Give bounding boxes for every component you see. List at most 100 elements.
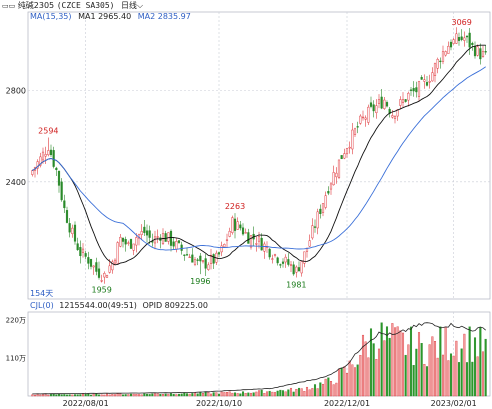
volume-bar — [52, 393, 55, 397]
date-tick-label: 2022/08/01 — [63, 399, 109, 408]
candle-body — [167, 232, 170, 242]
candle-body — [193, 259, 197, 265]
volume-bar — [233, 392, 237, 397]
volume-bar — [132, 393, 135, 397]
candle-body — [185, 254, 189, 256]
indicator-label[interactable]: CJL(0) — [30, 301, 54, 310]
ma-params-label[interactable]: MA(15,35) — [30, 12, 72, 21]
candle-body — [172, 241, 175, 247]
volume-bar — [401, 332, 405, 397]
candle-body — [79, 247, 82, 257]
volume-bar — [441, 354, 445, 397]
date-tick-label: 2022/10/10 — [196, 399, 242, 408]
volume-bar — [113, 394, 117, 397]
volume-bar — [444, 326, 447, 397]
candle-body — [119, 236, 122, 247]
candle-body — [431, 72, 434, 82]
candle-body — [316, 211, 319, 229]
volume-bar — [385, 326, 389, 397]
extreme-label: 2594 — [38, 127, 58, 136]
ma-line-ma2 — [32, 66, 486, 251]
candle-body — [281, 261, 285, 264]
symbol-suffix: (CZCE SA305) — [56, 1, 115, 10]
ma-legend: MA(15,35) MA1 2965.40 MA2 2835.97 — [30, 12, 191, 22]
candle-body — [212, 254, 215, 264]
volume-bar — [324, 378, 327, 397]
volume-bar — [209, 393, 213, 397]
volume-bar — [57, 394, 61, 397]
volume-bar — [399, 330, 402, 397]
volume-bar — [409, 326, 413, 397]
candle-body — [92, 265, 95, 268]
candle-body — [217, 252, 221, 255]
candle-body — [73, 224, 77, 242]
candle-body — [49, 149, 53, 156]
opid-polyline — [32, 322, 486, 395]
volume-bar — [263, 393, 266, 397]
volume-bar — [137, 394, 141, 397]
candle-body — [297, 267, 301, 272]
volume-bar — [463, 333, 466, 397]
volume-bar — [369, 328, 373, 397]
candle-body — [199, 255, 202, 262]
candle-body — [247, 232, 250, 244]
candle-body — [201, 260, 205, 263]
candle-body — [401, 99, 405, 104]
volume-bar — [367, 357, 370, 397]
extreme-annotations: 2594 1959 2263 1996 1981 3069 — [38, 18, 472, 294]
candle-body — [337, 159, 341, 178]
volume-bar — [212, 392, 215, 397]
volume-bar — [223, 392, 226, 397]
extreme-label: 3069 — [451, 18, 471, 27]
volume-bar — [465, 362, 469, 397]
volume-bar — [68, 394, 71, 397]
candle-body — [233, 218, 237, 231]
candle-body — [436, 59, 439, 69]
candle-body — [135, 237, 138, 246]
candle-body — [132, 243, 135, 251]
candle-body — [407, 92, 410, 101]
price-axis: 2400 2800 — [6, 87, 26, 187]
volume-bar — [185, 393, 189, 397]
volume-bar — [348, 360, 351, 397]
candle-body — [76, 243, 79, 251]
volume-bar — [377, 348, 381, 397]
candle-body — [465, 35, 469, 38]
volume-bar — [103, 394, 106, 397]
candle-body — [95, 262, 98, 272]
candle-body — [289, 264, 293, 266]
volume-bar — [268, 390, 271, 397]
candle-body — [399, 99, 402, 106]
volume-bar — [177, 393, 181, 397]
period-selector[interactable]: 日线 — [121, 1, 138, 10]
candle-body — [364, 117, 367, 120]
candle-body — [449, 41, 453, 48]
volume-value: 1215544.00(49:51) — [59, 301, 137, 310]
chevron-down-icon[interactable]: ⌵ — [137, 1, 144, 10]
volume-bar — [265, 391, 269, 397]
volume-bar — [201, 393, 205, 397]
candle-body — [327, 191, 330, 194]
candle-body — [425, 82, 429, 86]
candle-body — [441, 51, 445, 62]
volume-bar — [225, 392, 229, 397]
ma1-value: MA1 2965.40 — [78, 12, 132, 21]
volume-bar — [351, 364, 354, 397]
volume-bar — [423, 364, 426, 397]
candle-body — [175, 240, 178, 250]
candle-body — [57, 170, 61, 186]
volume-bar — [476, 356, 479, 397]
candle-body — [439, 60, 442, 63]
symbol-label: 纯碱2305 — [17, 1, 55, 10]
candle-body — [428, 81, 431, 83]
volume-bar — [55, 394, 58, 397]
volume-bar — [308, 389, 311, 397]
main-plot-border — [27, 11, 491, 300]
volume-bar — [143, 393, 146, 397]
candle-body — [321, 203, 325, 213]
volume-bar — [231, 392, 234, 397]
volume-bar — [287, 389, 290, 397]
candle-body — [455, 33, 458, 44]
candle-body — [36, 161, 39, 169]
volume-bar — [433, 341, 437, 397]
